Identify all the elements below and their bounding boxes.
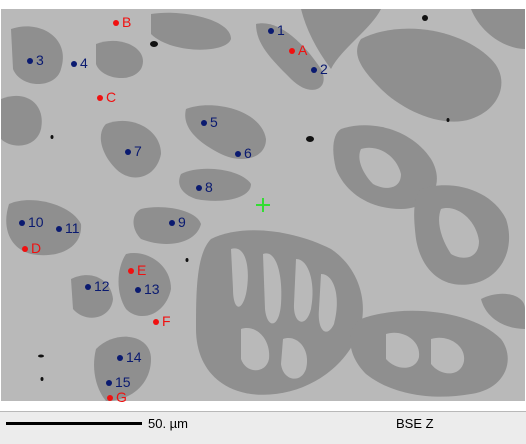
marker-12[interactable]: 12 [85, 278, 110, 294]
crosshair-icon [256, 198, 270, 212]
marker-label: C [106, 89, 117, 105]
marker-label: 12 [94, 278, 110, 294]
scale-bar [6, 422, 142, 425]
marker-9[interactable]: 9 [169, 214, 186, 230]
marker-label: 7 [134, 143, 142, 159]
marker-label: 5 [210, 114, 218, 130]
marker-label: 6 [244, 145, 252, 161]
pores [38, 15, 450, 381]
marker-label: 10 [28, 214, 44, 230]
marker-dot-icon [289, 48, 295, 55]
marker-2[interactable]: 2 [311, 61, 328, 77]
marker-label: E [137, 262, 147, 278]
sem-micrograph [1, 9, 525, 401]
marker-10[interactable]: 10 [19, 214, 44, 230]
marker-c[interactable]: C [97, 89, 116, 105]
marker-label: 8 [205, 179, 213, 195]
marker-dot-icon [27, 58, 33, 65]
marker-dot-icon [97, 95, 103, 102]
marker-label: 11 [65, 220, 80, 236]
marker-dot-icon [169, 220, 175, 227]
marker-dot-icon [113, 20, 119, 27]
marker-label: B [122, 14, 132, 30]
marker-3[interactable]: 3 [27, 52, 44, 68]
detector-label: BSE Z [396, 416, 434, 431]
scale-label: 50. µm [148, 416, 189, 431]
marker-dot-icon [117, 355, 123, 362]
marker-dot-icon [106, 380, 112, 387]
marker-5[interactable]: 5 [201, 114, 218, 130]
marker-label: 4 [80, 55, 88, 71]
marker-dot-icon [196, 185, 202, 192]
marker-f[interactable]: F [153, 313, 171, 329]
eutectic-lamellae [231, 147, 479, 379]
status-bar: 50. µm BSE Z [0, 411, 526, 444]
marker-dot-icon [56, 226, 62, 233]
marker-dot-icon [235, 151, 241, 158]
marker-dot-icon [19, 220, 25, 227]
marker-label: 13 [144, 281, 160, 297]
marker-8[interactable]: 8 [196, 179, 213, 195]
marker-d[interactable]: D [22, 240, 41, 256]
marker-15[interactable]: 15 [106, 374, 131, 390]
micrograph-svg [1, 9, 525, 401]
marker-label: 9 [178, 214, 186, 230]
marker-dot-icon [22, 246, 28, 253]
marker-dot-icon [135, 287, 141, 294]
marker-label: 14 [126, 349, 142, 365]
marker-b[interactable]: B [113, 14, 131, 30]
marker-a[interactable]: A [289, 42, 307, 58]
marker-e[interactable]: E [128, 262, 146, 278]
marker-11[interactable]: 11 [56, 220, 80, 236]
marker-g[interactable]: G [107, 389, 127, 405]
marker-dot-icon [71, 61, 77, 68]
dark-phase-regions [1, 9, 525, 401]
marker-label: D [31, 240, 42, 256]
marker-dot-icon [107, 395, 113, 402]
marker-label: F [162, 313, 171, 329]
marker-label: 2 [320, 61, 328, 77]
marker-dot-icon [125, 149, 131, 156]
marker-dot-icon [201, 120, 207, 127]
marker-dot-icon [85, 284, 91, 291]
marker-label: A [298, 42, 308, 58]
marker-7[interactable]: 7 [125, 143, 142, 159]
marker-dot-icon [268, 28, 274, 35]
marker-4[interactable]: 4 [71, 55, 88, 71]
marker-label: G [116, 389, 127, 405]
marker-label: 15 [115, 374, 131, 390]
marker-6[interactable]: 6 [235, 145, 252, 161]
marker-13[interactable]: 13 [135, 281, 160, 297]
marker-label: 3 [36, 52, 44, 68]
marker-dot-icon [153, 319, 159, 326]
marker-dot-icon [128, 268, 134, 275]
marker-label: 1 [277, 22, 285, 38]
marker-1[interactable]: 1 [268, 22, 285, 38]
marker-dot-icon [311, 67, 317, 74]
marker-14[interactable]: 14 [117, 349, 142, 365]
